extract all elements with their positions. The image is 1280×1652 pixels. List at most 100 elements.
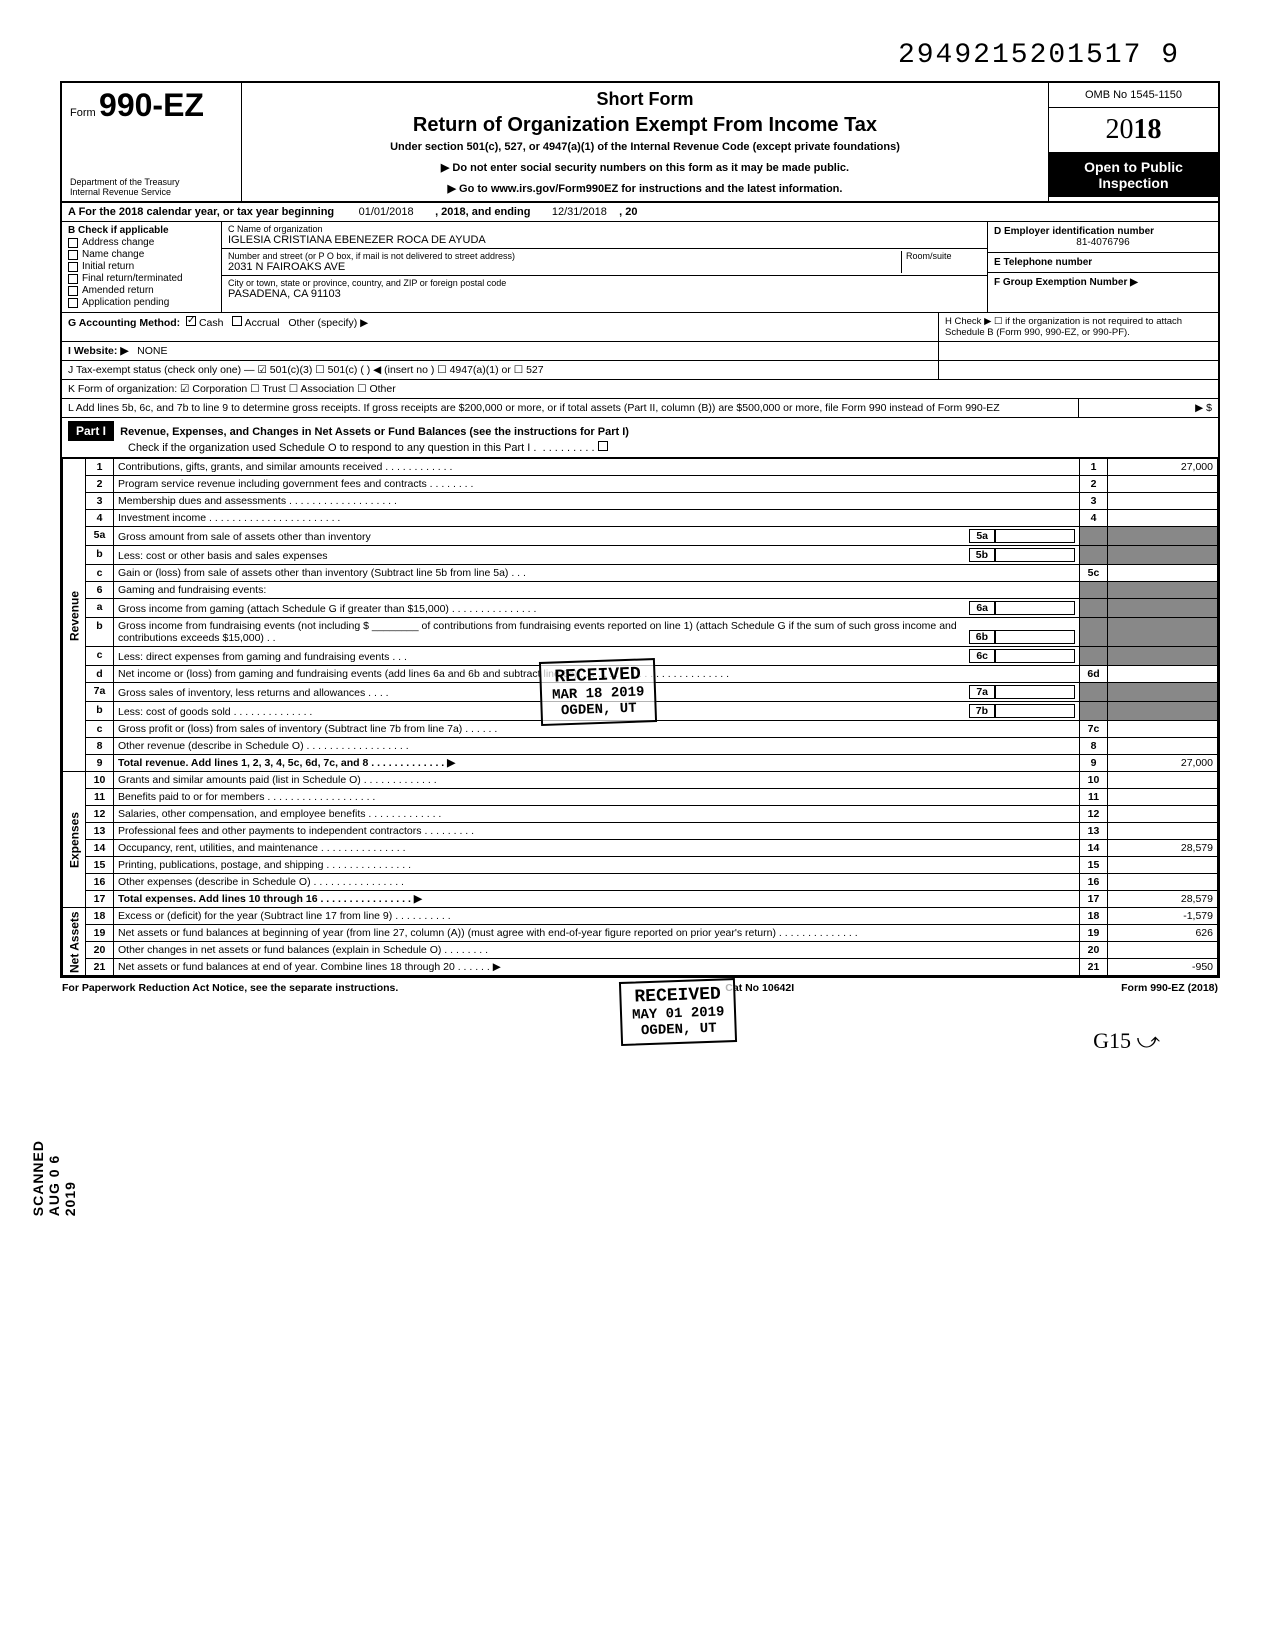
check-application-pending[interactable]: Application pending: [68, 297, 215, 308]
line-description: Gross profit or (loss) from sales of inv…: [114, 721, 1080, 738]
j-line: J Tax-exempt status (check only one) — ☑…: [62, 361, 938, 379]
row-a-tax-year: A For the 2018 calendar year, or tax yea…: [62, 203, 1218, 222]
part1-check-text: Check if the organization used Schedule …: [68, 441, 1212, 454]
line-description: Less: direct expenses from gaming and fu…: [114, 647, 1080, 666]
line-ref: 14: [1080, 840, 1108, 857]
line-description: Membership dues and assessments . . . . …: [114, 493, 1080, 510]
line-description: Gross sales of inventory, less returns a…: [114, 683, 1080, 702]
line-number: 12: [86, 806, 114, 823]
check-amended-return[interactable]: Amended return: [68, 285, 215, 296]
line-row: 4Investment income . . . . . . . . . . .…: [63, 510, 1218, 527]
line-row: 20Other changes in net assets or fund ba…: [63, 942, 1218, 959]
i-value: NONE: [137, 345, 167, 357]
line-ref: 5c: [1080, 565, 1108, 582]
department-label: Department of the Treasury Internal Reve…: [70, 177, 233, 197]
line-value: [1108, 476, 1218, 493]
org-name-label: C Name of organization: [228, 224, 981, 234]
part1-checkbox[interactable]: [598, 441, 608, 451]
line-row: cGain or (loss) from sale of assets othe…: [63, 565, 1218, 582]
line-description: Net assets or fund balances at beginning…: [114, 925, 1080, 942]
ein-value: 81-4076796: [994, 237, 1212, 248]
line-description: Total expenses. Add lines 10 through 16 …: [114, 891, 1080, 908]
line-row: Expenses10Grants and similar amounts pai…: [63, 772, 1218, 789]
line-value: [1108, 493, 1218, 510]
line-ref: 4: [1080, 510, 1108, 527]
line-row: 13Professional fees and other payments t…: [63, 823, 1218, 840]
line-ref: 1: [1080, 459, 1108, 476]
check-initial-return[interactable]: Initial return: [68, 261, 215, 272]
i-label: I Website: ▶: [68, 345, 128, 357]
short-form-label: Short Form: [248, 89, 1042, 110]
check-final-return[interactable]: Final return/terminated: [68, 273, 215, 284]
line-row: Revenue1Contributions, gifts, grants, an…: [63, 459, 1218, 476]
row-a-label: A For the 2018 calendar year, or tax yea…: [68, 206, 334, 218]
line-description: Less: cost or other basis and sales expe…: [114, 546, 1080, 565]
line-number: 16: [86, 874, 114, 891]
line-value: [1108, 857, 1218, 874]
footer-right: Form 990-EZ (2018): [1121, 982, 1218, 994]
line-description: Salaries, other compensation, and employ…: [114, 806, 1080, 823]
line-ref: 10: [1080, 772, 1108, 789]
year-suffix: 18: [1134, 114, 1162, 145]
line-number: 4: [86, 510, 114, 527]
part1-header-row: Part I Revenue, Expenses, and Changes in…: [62, 418, 1218, 458]
line-row: 3Membership dues and assessments . . . .…: [63, 493, 1218, 510]
header-center: Short Form Return of Organization Exempt…: [242, 83, 1048, 201]
check-address-change[interactable]: Address change: [68, 237, 215, 248]
line-number: 11: [86, 789, 114, 806]
line-value: [1108, 806, 1218, 823]
line-ref-shaded: [1080, 527, 1108, 546]
line-description: Gaming and fundraising events:: [114, 582, 1080, 599]
line-row: cLess: direct expenses from gaming and f…: [63, 647, 1218, 666]
line-value: 28,579: [1108, 840, 1218, 857]
line-row: 6Gaming and fundraising events:: [63, 582, 1218, 599]
line-number: c: [86, 721, 114, 738]
g-accrual-checkbox[interactable]: [232, 316, 242, 326]
k-line: K Form of organization: ☑ Corporation ☐ …: [62, 380, 1218, 398]
line-description: Benefits paid to or for members . . . . …: [114, 789, 1080, 806]
street-address: 2031 N FAIROAKS AVE: [228, 261, 901, 273]
line-number: 7a: [86, 683, 114, 702]
line-value: -1,579: [1108, 908, 1218, 925]
line-ref: 20: [1080, 942, 1108, 959]
line-description: Other revenue (describe in Schedule O) .…: [114, 738, 1080, 755]
line-value: [1108, 666, 1218, 683]
line-description: Total revenue. Add lines 1, 2, 3, 4, 5c,…: [114, 755, 1080, 772]
line-value-shaded: [1108, 618, 1218, 647]
line-number: 1: [86, 459, 114, 476]
line-value-shaded: [1108, 527, 1218, 546]
line-row: dNet income or (loss) from gaming and fu…: [63, 666, 1218, 683]
line-value: [1108, 721, 1218, 738]
line-ref: 12: [1080, 806, 1108, 823]
line-value: 626: [1108, 925, 1218, 942]
section-label: Expenses: [63, 772, 86, 908]
line-row: Net Assets18Excess or (deficit) for the …: [63, 908, 1218, 925]
line-row: bLess: cost of goods sold . . . . . . . …: [63, 702, 1218, 721]
line-ref-shaded: [1080, 618, 1108, 647]
line-value: [1108, 942, 1218, 959]
line-ref: 2: [1080, 476, 1108, 493]
col-c-org-info: C Name of organization IGLESIA CRISTIANA…: [222, 222, 988, 312]
line-row: 16Other expenses (describe in Schedule O…: [63, 874, 1218, 891]
line-description: Less: cost of goods sold . . . . . . . .…: [114, 702, 1080, 721]
form-title: Return of Organization Exempt From Incom…: [248, 114, 1042, 137]
g-cash-checkbox[interactable]: [186, 316, 196, 326]
form-header: Form 990-EZ Department of the Treasury I…: [62, 83, 1218, 203]
line-row: 15Printing, publications, postage, and s…: [63, 857, 1218, 874]
scanned-stamp: SCANNED AUG 0 6 2019: [30, 1140, 78, 1216]
line-ref-shaded: [1080, 546, 1108, 565]
line-value-shaded: [1108, 599, 1218, 618]
line-number: 6: [86, 582, 114, 599]
bottom-handwriting: G15 ⤻: [60, 998, 1220, 1054]
col-b-checkboxes: B Check if applicable Address change Nam…: [62, 222, 222, 312]
line-description: Contributions, gifts, grants, and simila…: [114, 459, 1080, 476]
tax-year: 2018: [1049, 108, 1218, 153]
line-row: 12Salaries, other compensation, and empl…: [63, 806, 1218, 823]
col-d-ids: D Employer identification number 81-4076…: [988, 222, 1218, 312]
check-name-change[interactable]: Name change: [68, 249, 215, 260]
line-ref: 8: [1080, 738, 1108, 755]
line-number: 9: [86, 755, 114, 772]
line-number: 5a: [86, 527, 114, 546]
line-row: 5aGross amount from sale of assets other…: [63, 527, 1218, 546]
line-row: 9Total revenue. Add lines 1, 2, 3, 4, 5c…: [63, 755, 1218, 772]
